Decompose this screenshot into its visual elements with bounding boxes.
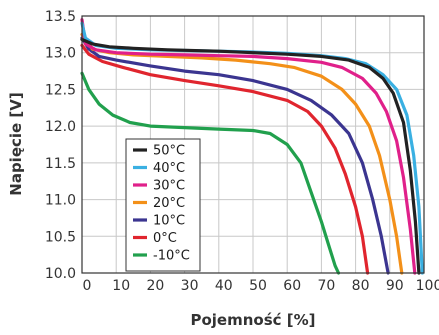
y-tick-label: 12.0 [45,119,76,135]
x-tick-label: 10 [112,278,130,294]
y-tick-label: 13.5 [45,9,76,25]
x-tick-labels: 0 10 20 30 40 50 60 70 80 90 100 [83,278,439,294]
x-tick-label: 70 [317,278,335,294]
x-tick-label: 90 [386,278,404,294]
y-tick-label: 13.0 [45,46,76,62]
series-line [80,43,370,275]
x-tick-label: 100 [416,278,439,294]
series-line [80,36,390,275]
series-line [80,18,417,275]
legend-label: 10°C [153,214,185,229]
x-tick-label: 60 [283,278,301,294]
legend-label: 40°C [153,161,185,176]
x-tick-label: 40 [215,278,233,294]
y-tick-label: 11.5 [45,156,76,172]
y-tick-label: 10.5 [45,229,76,245]
plot-frame [81,15,425,274]
y-tick-label: 11.0 [45,193,76,209]
y-tick-label: 10.0 [45,266,76,282]
y-axis-title: Napięcie [V] [7,92,25,195]
x-tick-label: 50 [249,278,267,294]
legend: 50°C 40°C 30°C 20°C 10°C 0°C -10°C [125,138,201,272]
legend-box [125,138,201,272]
legend-items: 50°C 40°C 30°C 20°C 10°C 0°C -10°C [133,144,190,264]
legend-label: 0°C [153,231,177,246]
series-lines [80,18,424,275]
y-tick-labels: 10.0 10.5 11.0 11.5 12.0 12.5 13.0 13.5 [45,9,76,282]
x-tick-label: 0 [83,278,92,294]
legend-label: 50°C [153,144,185,159]
x-tick-label: 30 [181,278,199,294]
series-line [80,37,421,275]
x-axis-title: Pojemność [%] [190,311,315,329]
x-tick-label: 20 [146,278,164,294]
legend-label: 20°C [153,196,185,211]
y-tick-label: 12.5 [45,82,76,98]
legend-label: -10°C [153,249,190,264]
x-tick-label: 80 [352,278,370,294]
series-line [80,71,341,275]
legend-label: 30°C [153,179,185,194]
